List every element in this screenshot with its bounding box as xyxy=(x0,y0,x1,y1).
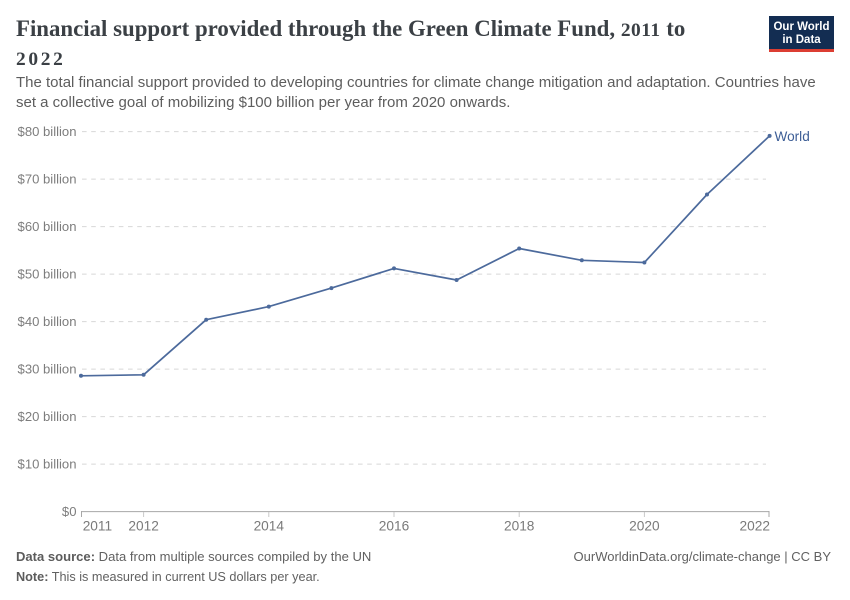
svg-text:$10 billion: $10 billion xyxy=(18,457,77,472)
svg-text:2016: 2016 xyxy=(379,519,410,534)
svg-text:$0: $0 xyxy=(62,504,77,519)
svg-text:2022: 2022 xyxy=(740,519,770,534)
svg-text:2018: 2018 xyxy=(504,519,535,534)
svg-text:$40 billion: $40 billion xyxy=(18,314,77,329)
svg-text:2014: 2014 xyxy=(254,519,285,534)
svg-text:$20 billion: $20 billion xyxy=(18,409,77,424)
svg-text:2011: 2011 xyxy=(83,519,112,534)
svg-text:$60 billion: $60 billion xyxy=(18,219,77,234)
svg-text:$30 billion: $30 billion xyxy=(18,362,77,377)
svg-text:2020: 2020 xyxy=(629,519,660,534)
svg-text:$50 billion: $50 billion xyxy=(18,267,77,282)
svg-text:$80 billion: $80 billion xyxy=(18,124,77,139)
svg-text:2012: 2012 xyxy=(128,519,158,534)
svg-text:$70 billion: $70 billion xyxy=(18,172,77,187)
svg-text:World: World xyxy=(775,129,810,144)
